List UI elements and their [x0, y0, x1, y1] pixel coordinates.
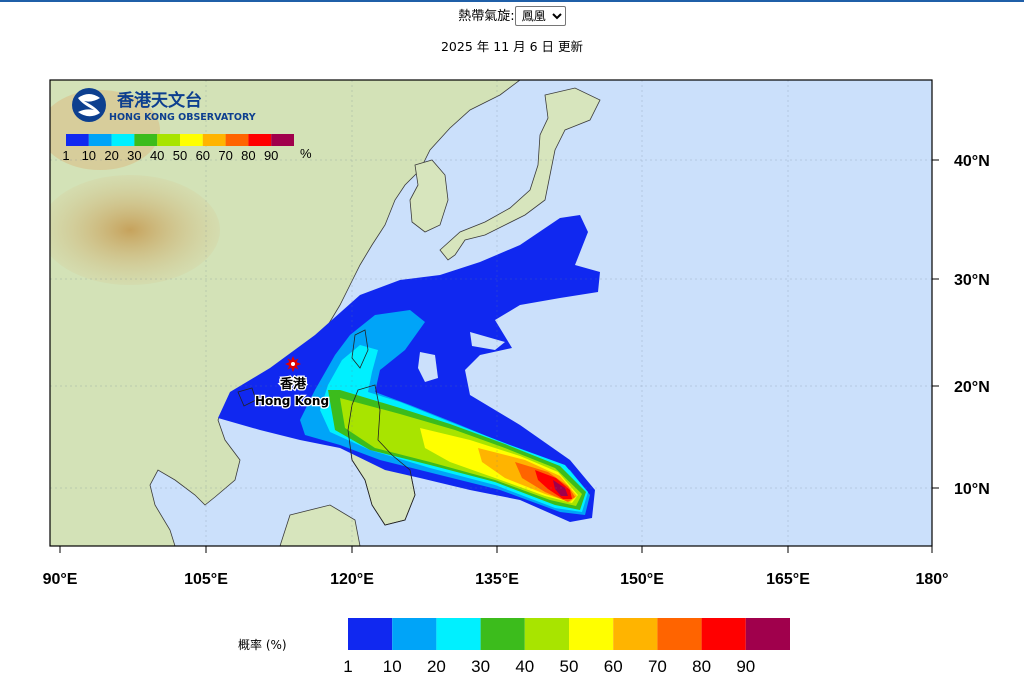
- legend-swatch: [657, 618, 702, 650]
- legend-label: 30: [471, 657, 490, 676]
- legend-label: 10: [383, 657, 402, 676]
- legend-swatch: [392, 618, 437, 650]
- inset-legend: 1 10 20 30 40 50 60 70 80 90%: [62, 134, 312, 163]
- legend-label: 1: [343, 657, 352, 676]
- land-japan: [439, 87, 601, 261]
- top-border-line: [0, 0, 1024, 2]
- hko-logo: 香港天文台 HONG KONG OBSERVATORY: [72, 88, 256, 123]
- legend-swatch: [111, 134, 135, 146]
- legend-swatch: [66, 134, 89, 146]
- legend-swatch: [436, 618, 481, 650]
- y-tick-label: 10°N: [954, 481, 990, 498]
- legend-swatch: [569, 618, 614, 650]
- y-tick-label: 20°N: [954, 379, 990, 396]
- red-star-icon: [285, 356, 301, 372]
- legend-label: 20: [104, 148, 118, 163]
- terrain-plateau: [50, 175, 220, 285]
- legend-unit: %: [300, 146, 312, 161]
- legend-swatch: [88, 134, 112, 146]
- x-tick-label: 120°E: [330, 571, 374, 588]
- legend-label: 60: [196, 148, 210, 163]
- cyclone-select[interactable]: 鳳凰: [514, 6, 566, 26]
- probability-bands: [218, 215, 600, 522]
- legend-swatch: [745, 618, 790, 650]
- legend-swatch: [524, 618, 569, 650]
- x-tick-label: 135°E: [475, 571, 519, 588]
- cyclone-selector-label: 熱帶氣旋:: [458, 9, 515, 24]
- legend-label: 20: [427, 657, 446, 676]
- legend-swatch: [248, 134, 272, 146]
- legend-label: 40: [150, 148, 164, 163]
- legend-swatch: [480, 618, 525, 650]
- logo-name-en: HONG KONG OBSERVATORY: [109, 112, 256, 123]
- legend-label: 30: [127, 148, 141, 163]
- map-frame: [49, 79, 933, 547]
- land-borneo: [279, 504, 361, 546]
- legend-swatch: [225, 134, 249, 146]
- legend-swatch: [348, 618, 393, 650]
- legend-swatch: [701, 618, 746, 650]
- x-axis: 90°E 105°E 120°E 135°E 150°E 165°E 180°: [43, 546, 949, 588]
- band-hole-east: [470, 332, 505, 350]
- legend-label: 80: [241, 148, 255, 163]
- y-tick-label: 40°N: [954, 153, 990, 170]
- update-date: 2025 年 11 月 6 日 更新: [440, 39, 583, 54]
- legend-label: 50: [173, 148, 187, 163]
- x-tick-label: 90°E: [43, 571, 78, 588]
- legend-swatch: [134, 134, 158, 146]
- graticule: [50, 80, 932, 546]
- legend-swatch: [613, 618, 658, 650]
- land-korea: [409, 159, 449, 233]
- legend-label: 1: [62, 148, 69, 163]
- legend-swatch: [157, 134, 180, 146]
- x-tick-label: 105°E: [184, 571, 228, 588]
- logo-name-zh: 香港天文台: [117, 90, 202, 111]
- legend-label: 10: [82, 148, 96, 163]
- legend-swatch: [202, 134, 226, 146]
- legend-label: 40: [515, 657, 534, 676]
- legend-label: 70: [218, 148, 232, 163]
- legend-label: 70: [648, 657, 667, 676]
- legend-label: 90: [264, 148, 278, 163]
- legend-label: 50: [560, 657, 579, 676]
- legend-label: 80: [692, 657, 711, 676]
- legend-swatch: [271, 134, 294, 146]
- cyclone-selector-row: 熱帶氣旋: 鳳凰: [0, 6, 1024, 27]
- city-label-en: Hong Kong: [255, 394, 329, 408]
- legend-title: 概率 (%): [238, 638, 287, 652]
- city-label-zh: 香港: [279, 376, 307, 392]
- x-tick-label: 165°E: [766, 571, 810, 588]
- coast-overlay: [237, 329, 416, 526]
- legend-label: 60: [604, 657, 623, 676]
- legend-label: 90: [736, 657, 755, 676]
- band-hole-north: [418, 352, 438, 382]
- y-tick-label: 30°N: [954, 272, 990, 289]
- bottom-legend: 1 10 20 30 40 50 60 70 80 90: [343, 618, 790, 676]
- y-axis: 40°N 30°N 20°N 10°N: [932, 153, 990, 498]
- x-tick-label: 150°E: [620, 571, 664, 588]
- x-tick-label: 180°: [915, 571, 948, 588]
- legend-swatch: [180, 134, 203, 146]
